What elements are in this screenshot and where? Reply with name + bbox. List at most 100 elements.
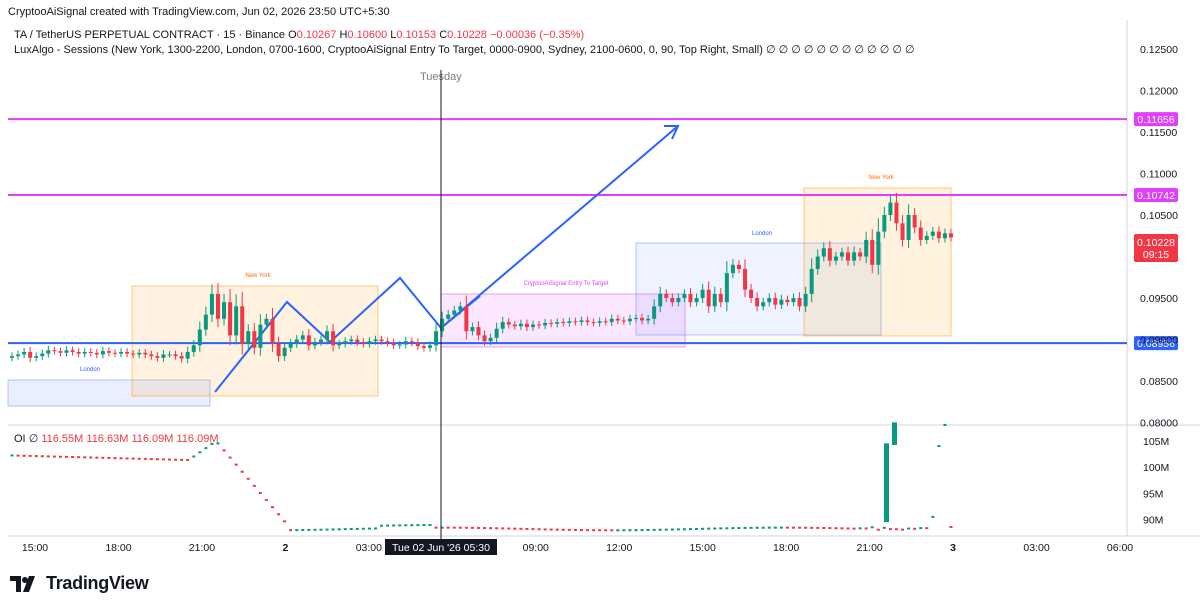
candle-body	[470, 327, 474, 331]
oi-bar	[840, 527, 843, 529]
candle-body	[58, 351, 62, 353]
candle-body	[283, 348, 287, 356]
london-label-2: London	[752, 231, 772, 237]
time-tick-label: 12:00	[606, 542, 632, 554]
newyork-label-2: New York	[868, 175, 894, 181]
candle-body	[937, 232, 941, 239]
time-tick-label: 03:00	[356, 542, 382, 554]
candle-body	[628, 319, 632, 321]
oi-bar	[59, 456, 62, 458]
oi-axis[interactable]: 105M 100M 95M 90M	[1143, 436, 1169, 527]
last-price-value: 0.10228	[1137, 237, 1175, 249]
oi-bar	[937, 445, 940, 447]
oi-bar	[550, 529, 553, 531]
oi-spike-bar	[892, 422, 897, 445]
candle-body	[367, 341, 371, 343]
oi-bar	[538, 528, 541, 530]
candle-body	[161, 354, 165, 357]
candle-body	[852, 252, 856, 260]
tradingview-wordmark: TradingView	[46, 573, 148, 594]
oi-bar	[737, 527, 740, 529]
candle-body	[186, 352, 190, 359]
candle-body	[810, 269, 814, 294]
tradingview-logo[interactable]: TradingView	[10, 573, 148, 594]
candle-body	[131, 354, 135, 355]
candle-body	[919, 227, 923, 239]
oi-bar	[471, 527, 474, 529]
oi-bar	[598, 529, 601, 531]
candle-body	[579, 320, 583, 322]
oi-bar	[307, 529, 310, 531]
candle-body	[313, 342, 317, 345]
oi-bar	[319, 529, 322, 531]
oi-bar	[89, 456, 92, 458]
candle-body	[840, 252, 844, 256]
candle-body	[761, 302, 765, 306]
candle-body	[46, 350, 50, 353]
candle-body	[737, 265, 741, 269]
candle-body	[107, 351, 111, 353]
candle-body	[858, 252, 862, 256]
candle-body	[483, 335, 487, 341]
oi-bar	[138, 458, 141, 460]
oi-bar	[750, 527, 753, 529]
london-label-1: London	[80, 367, 100, 373]
candle-body	[755, 298, 759, 306]
oi-bar	[465, 527, 468, 529]
oi-bar	[253, 485, 256, 487]
candle-body	[168, 354, 172, 355]
candle-body	[713, 294, 717, 306]
oi-bar	[780, 527, 783, 529]
oi-bar	[925, 527, 928, 529]
oi-bar	[422, 524, 425, 526]
candle-body	[682, 294, 686, 298]
last-price-tag: 0.10228 09:15	[1134, 234, 1178, 262]
oi-bar	[489, 527, 492, 529]
time-tick-label: 2	[282, 542, 288, 554]
oi-tick-label: 90M	[1143, 515, 1163, 527]
candle-body	[52, 350, 56, 351]
oi-bar	[816, 527, 819, 529]
candle-body	[640, 318, 644, 320]
oi-bar	[913, 528, 916, 530]
candle-body	[398, 344, 402, 345]
oi-bar	[671, 529, 674, 531]
candle-body	[931, 232, 935, 236]
candle-body	[882, 215, 886, 232]
candle-body	[949, 233, 953, 237]
candle-body	[586, 320, 590, 322]
oi-bar	[877, 529, 880, 531]
oi-bar	[289, 529, 292, 531]
candle-body	[894, 203, 898, 224]
oi-bar	[507, 528, 510, 530]
oi-bar	[344, 528, 347, 530]
candle-body	[616, 319, 620, 321]
oi-bar	[895, 528, 898, 530]
oi-bar	[531, 528, 534, 530]
candle-body	[458, 306, 462, 310]
candle-body	[307, 335, 311, 345]
time-axis[interactable]: 15:00 18:00 21:00 2 03:00 06:00 09:00 12:00 15:0…	[22, 542, 1133, 554]
candle-body	[822, 248, 826, 256]
candle-body	[270, 319, 274, 344]
candle-body	[489, 338, 493, 341]
candle-body	[252, 331, 256, 348]
oi-tick-label: 95M	[1143, 488, 1163, 500]
oi-bar	[701, 528, 704, 530]
oi-bar	[95, 457, 98, 459]
level-tag-label: 0.11656	[1137, 114, 1174, 126]
candle-body	[719, 294, 723, 302]
oi-bar	[647, 529, 650, 531]
oi-bar	[707, 528, 710, 530]
time-tick-label: 06:00	[1107, 542, 1133, 554]
candle-body	[234, 306, 238, 335]
price-tick-label: 0.08500	[1140, 376, 1178, 388]
oi-bar	[53, 456, 56, 458]
price-tick-label: 0.10500	[1140, 210, 1178, 222]
oi-bar	[247, 478, 250, 480]
oi-bar	[525, 528, 528, 530]
candle-body	[77, 352, 81, 354]
oi-bar	[277, 513, 280, 515]
oi-bar	[356, 528, 359, 530]
